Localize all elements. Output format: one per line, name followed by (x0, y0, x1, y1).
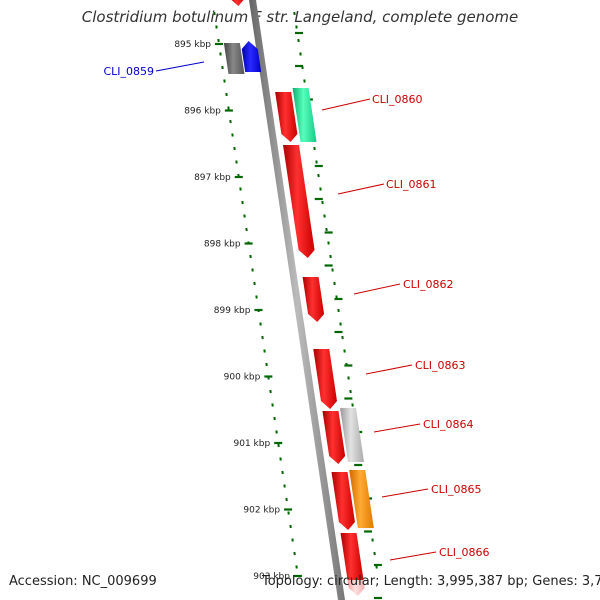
feature-red-arrow[interactable] (322, 411, 346, 464)
gene-label-cli-0860[interactable]: CLI_0860 (372, 93, 423, 106)
feature-pink-arrow[interactable] (347, 580, 365, 596)
gene-label-cli-0865[interactable]: CLI_0865 (431, 483, 482, 496)
leader-line (381, 488, 429, 498)
tick-label: 903 kbp (253, 572, 290, 582)
gene-label-cli-0863[interactable]: CLI_0863 (415, 359, 466, 372)
leader-line (155, 61, 205, 72)
feature-gray-block[interactable] (340, 408, 365, 462)
feature-red-arrow[interactable] (331, 472, 355, 530)
feature-red-arrow[interactable] (313, 349, 337, 409)
tick-label: 898 kbp (204, 240, 241, 250)
leader-line (365, 364, 413, 375)
gene-label-cli-0861[interactable]: CLI_0861 (386, 178, 437, 191)
gene-labels: CLI_0859 CLI_0860 CLI_0861 CLI_0862 CLI_0863… (103, 61, 490, 561)
tick-label: 902 kbp (243, 506, 280, 516)
leader-line (321, 98, 371, 111)
feature-arrow-top[interactable] (229, 0, 246, 6)
genome-backbone (249, 0, 345, 600)
gene-label-cli-0866[interactable]: CLI_0866 (439, 546, 490, 559)
gene-label-cli-0864[interactable]: CLI_0864 (423, 418, 474, 431)
gene-label-cli-0862[interactable]: CLI_0862 (403, 278, 454, 291)
leader-line (389, 551, 437, 561)
leader-line (373, 423, 421, 433)
tick-label: 901 kbp (234, 439, 271, 449)
map-title: Clostridium botulinum F str. Langeland, … (81, 8, 519, 26)
feature-blue-arrow[interactable] (241, 41, 262, 72)
feature-red-block[interactable] (340, 533, 364, 580)
feature-orange-block[interactable] (349, 470, 374, 528)
topology-text: Topology: circular; Length: 3,995,387 bp… (262, 574, 600, 589)
gene-features (223, 0, 374, 596)
feature-red-arrow[interactable] (283, 145, 315, 258)
tick-label: 899 kbp (214, 306, 251, 316)
leader-line (337, 183, 385, 195)
feature-gray-block[interactable] (223, 43, 245, 74)
scale-ticks: 895 kbp 896 kbp 897 kbp 898 kbp 899 kbp 900 k… (174, 31, 382, 600)
tick-label: 895 kbp (174, 40, 211, 50)
feature-red-arrow[interactable] (302, 277, 325, 322)
feature-teal-block[interactable] (292, 88, 317, 142)
feature-red-arrow[interactable] (275, 92, 298, 142)
leader-line (353, 283, 401, 295)
gene-label-cli-0859[interactable]: CLI_0859 (103, 65, 154, 78)
accession-text: Accession: NC_009699 (9, 574, 157, 589)
tick-label: 900 kbp (224, 373, 261, 383)
tick-label: 897 kbp (194, 173, 231, 183)
tick-label: 896 kbp (184, 107, 221, 117)
